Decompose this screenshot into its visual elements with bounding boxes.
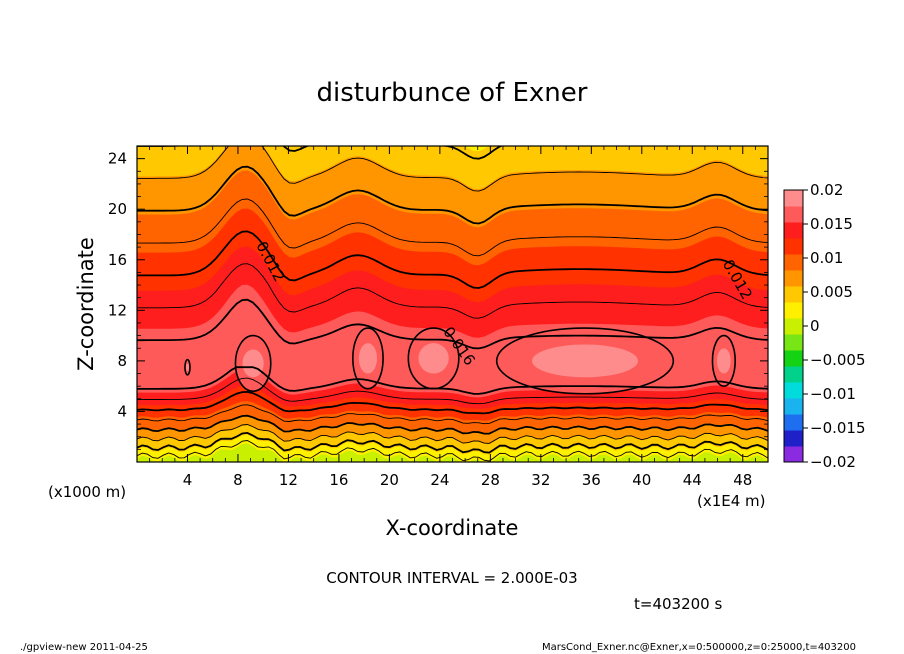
colorbar-tick-label: −0.015 — [810, 419, 866, 437]
colorbar-cell — [784, 430, 803, 447]
colorbar-tick-label: −0.01 — [810, 385, 856, 403]
contour-interval-text: CONTOUR INTERVAL = 2.000E-03 — [326, 569, 577, 587]
x-tick-label: 16 — [329, 471, 348, 489]
y-tick-label: 24 — [108, 150, 127, 168]
x-tick-label: 40 — [632, 471, 651, 489]
chart-title: disturbunce of Exner — [317, 78, 588, 108]
x-tick-label: 28 — [481, 471, 500, 489]
colorbar-cell — [784, 446, 803, 463]
x-tick-label: 44 — [683, 471, 702, 489]
x-tick-label: 24 — [430, 471, 449, 489]
colorbar-cell — [784, 414, 803, 431]
colorbar-cell — [784, 254, 803, 271]
contour-line — [137, 424, 768, 444]
colorbar-tick-label: 0.015 — [810, 215, 853, 233]
colorbar-tick-label: 0.01 — [810, 249, 843, 267]
y-unit-note: (x1000 m) — [48, 483, 126, 501]
x-tick-label: 32 — [531, 471, 550, 489]
colorbar-cell — [784, 350, 803, 367]
contour-maximum-core — [418, 343, 449, 374]
colorbar-tick-label: 0.005 — [810, 283, 853, 301]
colorbar-cell — [784, 222, 803, 239]
contour-line — [137, 366, 768, 395]
contour-line — [137, 377, 768, 405]
colorbar-cell — [784, 366, 803, 383]
heatmap-maxima — [184, 327, 736, 395]
colorbar-cell — [784, 286, 803, 303]
contour-line — [137, 414, 768, 435]
colorbar-tick-label: −0.02 — [810, 453, 856, 471]
heatmap-bands — [137, 146, 768, 462]
contour-line — [137, 165, 768, 225]
colorbar: 0.02 0.015 0.01 0.005 0 −0.005 −0.01 −0.015 −0.0… — [783, 181, 866, 471]
colorbar-cell — [784, 398, 803, 415]
contour-line — [137, 390, 768, 415]
colorbar-cell — [784, 334, 803, 351]
y-tick-label: 4 — [117, 402, 127, 420]
colorbar-tick-label: 0 — [810, 317, 820, 335]
contour-maximum-core — [358, 343, 378, 374]
x-tick-label: 4 — [183, 471, 193, 489]
contour-line — [137, 230, 768, 289]
y-axis-label: Z-coordinate — [74, 237, 98, 371]
contour-maximum-core — [717, 348, 731, 374]
colorbar-cell — [784, 206, 803, 223]
contour-line — [137, 440, 768, 462]
contour-line — [137, 146, 768, 160]
x-axis-ticks: 4 8 12 16 20 24 28 32 36 40 44 48 — [149, 146, 756, 489]
colorbar-cell — [784, 238, 803, 255]
y-tick-label: 20 — [108, 200, 127, 218]
x-unit-note: (x1E4 m) — [697, 492, 766, 510]
colorbar-tick-label: 0.02 — [810, 181, 843, 199]
colorbar-cell — [784, 270, 803, 287]
y-tick-label: 8 — [117, 352, 127, 370]
colorbar-cell — [784, 318, 803, 335]
colorbar-cell — [784, 382, 803, 399]
x-tick-label: 48 — [733, 471, 752, 489]
contour-lines — [137, 146, 768, 462]
footer-right: MarsCond_Exner.nc@Exner,x=0:500000,z=0:2… — [542, 642, 856, 653]
x-axis-label: X-coordinate — [386, 516, 519, 540]
y-axis-ticks: 4 8 12 16 20 24 — [108, 150, 768, 450]
colorbar-cell — [784, 302, 803, 319]
time-text: t=403200 s — [634, 595, 722, 613]
y-tick-label: 12 — [108, 301, 127, 319]
x-tick-label: 8 — [233, 471, 243, 489]
contour-line — [137, 298, 768, 350]
contour-line — [137, 263, 768, 319]
contour-line — [137, 404, 768, 425]
contour-line — [137, 431, 768, 454]
x-tick-label: 12 — [279, 471, 298, 489]
contour-maximum-core — [242, 349, 264, 378]
colorbar-tick-label: −0.005 — [810, 351, 866, 369]
y-tick-label: 16 — [108, 251, 127, 269]
contour-maximum-core — [185, 363, 189, 371]
colorbar-cell — [784, 190, 803, 207]
contour-line — [137, 198, 768, 257]
footer-left: ./gpview-new 2011-04-25 — [20, 642, 148, 653]
contour-maximum-core — [532, 344, 639, 378]
x-tick-label: 36 — [582, 471, 601, 489]
contour-line — [137, 146, 768, 192]
x-tick-label: 20 — [380, 471, 399, 489]
